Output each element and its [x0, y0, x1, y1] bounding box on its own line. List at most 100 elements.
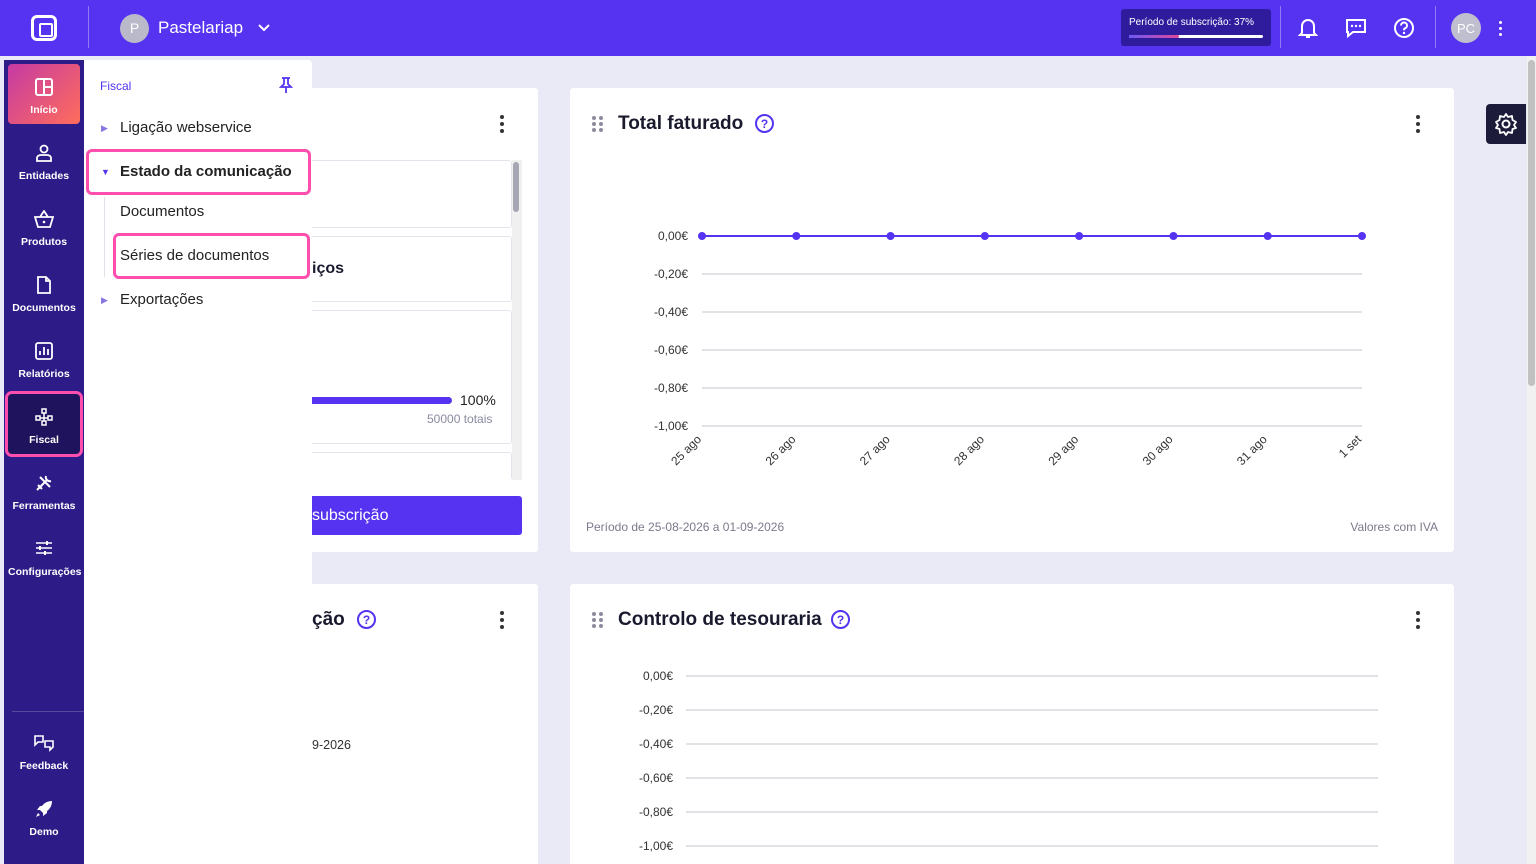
scrollbar-thumb[interactable] — [513, 162, 519, 212]
card-menu-icon[interactable] — [1413, 114, 1423, 134]
user-avatar[interactable]: PC — [1451, 13, 1481, 43]
data-point — [886, 232, 895, 240]
x-tick-label: 28 ago — [951, 432, 987, 468]
nav-item-produtos[interactable]: Produtos — [8, 196, 80, 256]
help-icon[interactable]: ? — [755, 114, 774, 133]
y-tick-label: -0,40€ — [639, 737, 673, 751]
subscription-button[interactable]: subscrição — [312, 496, 522, 535]
y-tick-label: -0,80€ — [639, 805, 673, 819]
drag-handle-icon[interactable] — [592, 116, 604, 132]
total-faturado-card: Total faturado ? 0,00€ -0,20€ -0,40€ -0,60€… — [570, 88, 1454, 552]
nav-item-feedback[interactable]: Feedback — [8, 720, 80, 780]
menu-item-estado-comunicacao[interactable]: ▼ Estado da comunicação — [84, 152, 312, 192]
nav-item-configuracoes[interactable]: Configurações — [8, 526, 82, 586]
nav-item-fiscal[interactable]: Fiscal — [8, 394, 80, 454]
card-title-partial: ção — [312, 609, 345, 630]
caret-down-icon: ▼ — [101, 167, 110, 177]
subscription-period[interactable]: Período de subscrição: 37% — [1121, 9, 1271, 46]
nav-label: Entidades — [18, 170, 70, 182]
nav-item-documentos[interactable]: Documentos — [8, 262, 80, 322]
flyout-title: Fiscal — [100, 79, 132, 93]
total-faturado-chart: 0,00€ -0,20€ -0,40€ -0,60€ -0,80€ -1,00€25 ag… — [654, 229, 1366, 468]
divider — [1280, 6, 1281, 48]
company-selector[interactable]: P Pastelariap — [120, 13, 270, 43]
data-point — [1358, 232, 1366, 240]
subscription-progress-fill — [1129, 35, 1179, 38]
y-tick-label: -0,80€ — [654, 381, 688, 395]
nav-item-relatorios[interactable]: Relatórios — [8, 328, 80, 388]
x-tick-label: 29 ago — [1045, 432, 1081, 468]
y-tick-label: -0,20€ — [639, 703, 673, 717]
report-icon — [8, 342, 80, 362]
section-title-partial: iços — [312, 260, 345, 277]
feedback-icon — [8, 734, 80, 754]
x-tick-label: 27 ago — [857, 432, 893, 468]
help-icon[interactable] — [1392, 16, 1416, 40]
settings-gear-icon[interactable] — [1486, 104, 1526, 144]
nav-label: Ferramentas — [12, 500, 76, 512]
submenu-item-documentos[interactable]: Documentos — [84, 192, 312, 232]
nav-label: Fiscal — [29, 434, 59, 446]
app-logo-icon[interactable] — [31, 15, 57, 41]
page-scrollbar-thumb[interactable] — [1528, 60, 1535, 386]
divider — [88, 6, 89, 48]
person-icon — [8, 144, 80, 164]
y-tick-label: -1,00€ — [654, 419, 688, 433]
drag-handle-icon[interactable] — [592, 612, 604, 628]
nav-item-inicio[interactable]: Início — [8, 64, 80, 124]
vat-label: Valores com IVA — [1350, 520, 1438, 534]
company-avatar: P — [120, 13, 149, 43]
menu-item-label: Documentos — [120, 203, 205, 220]
y-tick-label: -0,60€ — [639, 771, 673, 785]
x-tick-label: 25 ago — [668, 432, 704, 468]
pin-icon[interactable] — [277, 76, 295, 94]
subscription-progress-track — [1129, 35, 1263, 38]
main-sidebar: Início Entidades Produtos Documentos Rel… — [4, 60, 84, 864]
more-menu-icon[interactable] — [1494, 16, 1506, 40]
data-point — [792, 232, 801, 240]
subscription-label: Período de subscrição: 37% — [1129, 17, 1255, 28]
usage-box — [300, 310, 512, 444]
basket-icon — [8, 210, 80, 230]
card-scrollbar[interactable] — [512, 160, 522, 480]
sliders-icon — [8, 540, 80, 560]
data-point — [1075, 232, 1084, 240]
bell-icon[interactable] — [1296, 16, 1320, 40]
usage-totals: 50000 totais — [427, 412, 493, 426]
nav-divider — [12, 711, 84, 712]
menu-item-label: Estado da comunicação — [120, 163, 292, 180]
y-tick-label: 0,00€ — [643, 669, 673, 683]
nav-item-ferramentas[interactable]: Ferramentas — [8, 460, 80, 520]
tesouraria-card: Controlo de tesouraria ? 0,00€ -0,20€ -0,4… — [570, 584, 1454, 864]
nav-item-entidades[interactable]: Entidades — [8, 130, 80, 190]
chat-icon[interactable] — [1344, 16, 1368, 40]
menu-item-exportacoes[interactable]: ▶ Exportações — [84, 280, 312, 320]
x-tick-label: 31 ago — [1234, 432, 1270, 468]
card-title: Total faturado — [618, 113, 744, 134]
menu-item-label: Exportações — [120, 291, 204, 308]
dashboard-icon — [8, 78, 80, 98]
data-point — [980, 232, 989, 240]
y-tick-label: -0,40€ — [654, 305, 688, 319]
help-icon[interactable]: ? — [357, 610, 376, 629]
card-menu-icon[interactable] — [497, 114, 507, 134]
card-menu-icon[interactable] — [1413, 610, 1423, 630]
nav-label: Produtos — [20, 236, 68, 248]
tools-icon — [8, 474, 80, 494]
summary-row — [300, 452, 512, 480]
page-scrollbar[interactable] — [1527, 56, 1536, 864]
menu-item-ligacao-webservice[interactable]: ▶ Ligação webservice — [84, 108, 312, 148]
card-menu-icon[interactable] — [497, 610, 507, 630]
nav-item-demo[interactable]: Demo — [8, 786, 80, 846]
submenu-item-series-documentos[interactable]: Séries de documentos — [84, 236, 312, 276]
nav-label: Documentos — [12, 302, 76, 314]
summary-row — [300, 160, 512, 228]
caret-right-icon: ▶ — [101, 295, 108, 305]
x-tick-label: 26 ago — [763, 432, 799, 468]
nav-label: Configurações — [8, 566, 82, 578]
y-tick-label: -0,20€ — [654, 267, 688, 281]
fiscal-flyout-panel: Fiscal ▶ Ligação webservice ▼ Estado da … — [84, 60, 312, 864]
subscription-button-label: subscrição — [312, 507, 389, 524]
help-icon[interactable]: ? — [831, 610, 850, 629]
menu-item-label: Séries de documentos — [120, 247, 270, 264]
